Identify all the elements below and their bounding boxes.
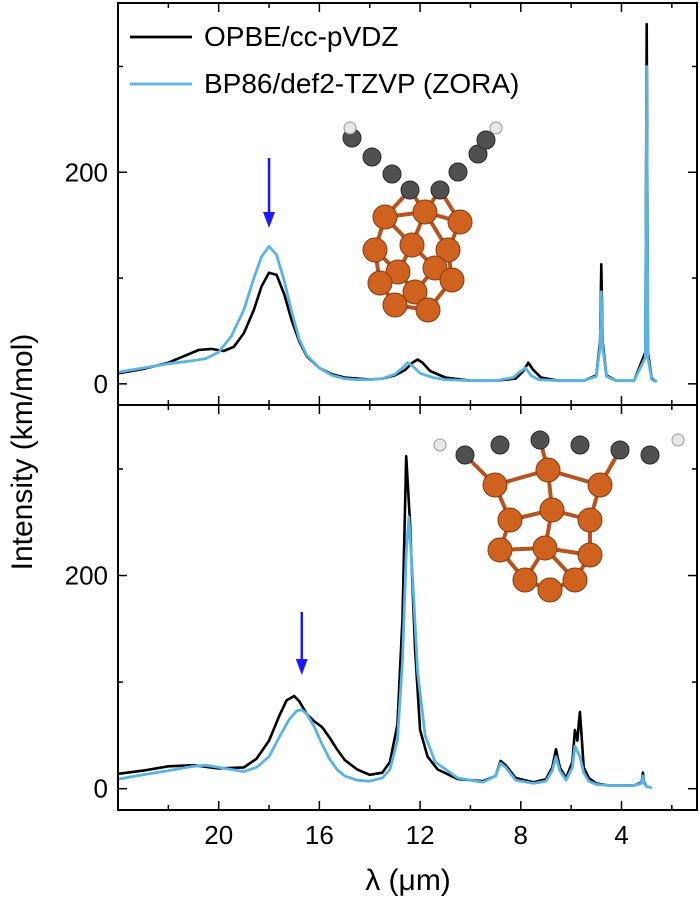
carbon-atom: [382, 164, 402, 184]
carbon-atom: [362, 147, 382, 167]
copper-atom: [587, 472, 613, 498]
legend-label: OPBE/cc-pVDZ: [204, 21, 398, 52]
hydrogen-atom: [343, 121, 357, 135]
copper-atom: [497, 507, 523, 533]
carbon-atom: [610, 440, 630, 460]
copper-atom: [367, 270, 393, 296]
copper-atom: [539, 497, 565, 523]
x-tick-label: 16: [305, 820, 334, 850]
carbon-atom: [530, 430, 550, 450]
molecule-bottom: [433, 430, 685, 603]
series-line-opbe: [119, 454, 652, 789]
annotation-arrow-head: [263, 212, 276, 228]
copper-atom: [577, 507, 603, 533]
copper-atom: [512, 567, 538, 593]
copper-atom: [562, 567, 588, 593]
copper-atom: [422, 255, 448, 281]
copper-atom: [412, 199, 438, 225]
copper-atom: [399, 232, 425, 258]
copper-atom: [385, 259, 411, 285]
plot-frame: [117, 2, 698, 406]
carbon-atom: [490, 435, 510, 455]
copper-atom: [447, 209, 473, 235]
copper-atom: [402, 279, 428, 305]
annotation-arrow-head: [295, 659, 308, 675]
y-tick-label: 200: [65, 561, 108, 591]
copper-atom: [439, 267, 465, 293]
copper-atom: [382, 292, 408, 318]
copper-atom: [415, 297, 441, 323]
carbon-atom: [400, 180, 420, 200]
copper-atom: [435, 237, 461, 263]
copper-atom: [482, 472, 508, 498]
copper-atom: [362, 237, 388, 263]
copper-atom: [487, 537, 513, 563]
copper-atom: [577, 542, 603, 568]
x-axis-label: λ (μm): [365, 864, 451, 897]
hydrogen-atom: [489, 121, 503, 135]
copper-atom: [535, 457, 561, 483]
x-tick-label: 4: [614, 820, 628, 850]
x-tick-label: 12: [406, 820, 435, 850]
copper-atom: [532, 535, 558, 561]
carbon-atom: [640, 445, 660, 465]
bottom-panel: 0 200 20 16 12 8 4: [65, 404, 698, 850]
hydrogen-atom: [433, 438, 447, 452]
plot-frame: [117, 404, 698, 811]
top-panel: 0 200 OPBE/cc-pVDZ BP86/def2-TZVP (ZORA): [65, 2, 698, 406]
carbon-atom: [448, 162, 468, 182]
y-tick-label: 200: [65, 157, 108, 187]
series-line-bp86: [119, 65, 658, 383]
series-line-bp86: [119, 515, 652, 789]
y-tick-label: 0: [94, 774, 108, 804]
legend-label: BP86/def2-TZVP (ZORA): [204, 68, 519, 99]
copper-atom: [372, 204, 398, 230]
carbon-atom: [430, 180, 450, 200]
x-tick-label: 8: [514, 820, 528, 850]
y-axis-label: Intensity (km/mol): [6, 334, 39, 571]
carbon-atom: [455, 445, 475, 465]
carbon-atom: [476, 130, 496, 150]
molecule-top: [342, 121, 503, 323]
copper-atom: [537, 577, 563, 603]
x-tick-label: 20: [204, 820, 233, 850]
carbon-atom: [570, 435, 590, 455]
hydrogen-atom: [671, 433, 685, 447]
y-tick-label: 0: [94, 369, 108, 399]
